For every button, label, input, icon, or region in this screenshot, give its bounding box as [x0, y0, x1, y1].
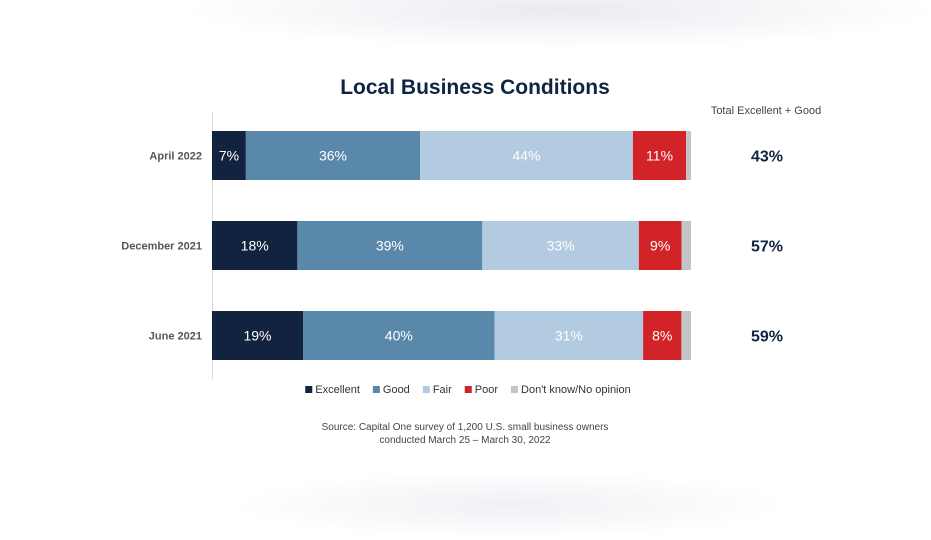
- bar-segment: [212, 131, 246, 180]
- legend-item: Poor: [464, 384, 499, 396]
- legend-item: Excellent: [305, 384, 360, 396]
- legend-swatch: [511, 386, 519, 393]
- bar-segment: [245, 131, 421, 180]
- legend-label: Poor: [475, 384, 499, 396]
- legend-swatch: [464, 386, 472, 393]
- bar-segment: [212, 221, 298, 270]
- bar-segment: [643, 311, 682, 360]
- legend-label: Don't know/No opinion: [521, 384, 631, 396]
- bar-segment: [482, 221, 639, 270]
- data-label: 33%: [547, 238, 575, 254]
- totals-header: Total Excellent + Good: [711, 105, 821, 117]
- source-line-1: Source: Capital One survey of 1,200 U.S.…: [322, 422, 609, 433]
- bar-segment: [297, 221, 483, 270]
- legend-item: Don't know/No opinion: [511, 384, 631, 396]
- legend: Excellent Good Fair Poor Don't know/No opini…: [305, 384, 631, 396]
- data-label: 7%: [219, 148, 239, 164]
- total-value: 57%: [751, 239, 783, 256]
- bar-segment: [638, 221, 682, 270]
- data-label: 44%: [512, 148, 540, 164]
- data-label: 19%: [243, 328, 271, 344]
- bar-segment: [494, 311, 644, 360]
- source-line-2: conducted March 25 – March 30, 2022: [379, 435, 551, 446]
- bar-segment: [420, 131, 633, 180]
- category-label: June 2021: [149, 331, 202, 343]
- category-label: April 2022: [149, 151, 202, 163]
- data-label: 36%: [319, 148, 347, 164]
- data-label: 31%: [555, 328, 583, 344]
- bar-segment: [632, 131, 687, 180]
- legend-swatch: [422, 386, 430, 393]
- legend-label: Fair: [433, 384, 452, 396]
- bar-segment: [681, 221, 691, 270]
- bars-group: April 2022 7% 36% 44% 11% 43% December 2021 18%…: [121, 131, 783, 360]
- data-label: 40%: [385, 328, 413, 344]
- background-glow-top: [180, 0, 931, 50]
- total-value: 43%: [751, 149, 783, 166]
- bar-segment: [303, 311, 495, 360]
- legend-item: Good: [372, 384, 410, 396]
- legend-label: Good: [383, 384, 410, 396]
- bar-segment: [681, 311, 691, 360]
- legend-label: Excellent: [315, 384, 360, 396]
- bar-segment: [212, 311, 304, 360]
- data-label: 18%: [241, 238, 269, 254]
- bar-segment: [686, 131, 691, 180]
- chart-title: Local Business Conditions: [340, 76, 610, 99]
- legend-swatch: [372, 386, 380, 393]
- data-label: 39%: [376, 238, 404, 254]
- category-label: December 2021: [121, 241, 202, 253]
- total-value: 59%: [751, 329, 783, 346]
- stacked-bar-chart: Local Business Conditions Total Excellen…: [121, 76, 821, 446]
- data-label: 8%: [652, 328, 672, 344]
- data-label: 11%: [646, 148, 673, 164]
- legend-item: Fair: [422, 384, 452, 396]
- data-label: 9%: [650, 238, 670, 254]
- legend-swatch: [305, 386, 313, 393]
